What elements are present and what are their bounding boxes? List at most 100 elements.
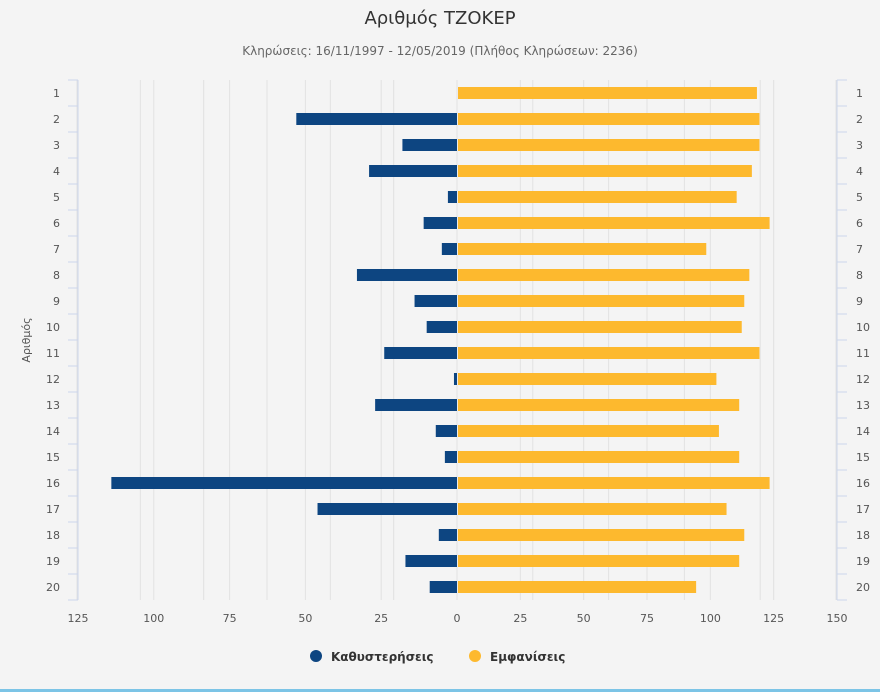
chart-title: Αριθμός ΤΖΟΚΕΡ — [364, 8, 515, 29]
x-tick-label-left: 50 — [298, 612, 312, 625]
category-label-left: 20 — [46, 581, 60, 594]
category-label-right: 11 — [856, 347, 870, 360]
category-label-left: 4 — [53, 165, 60, 178]
gridlines — [76, 80, 838, 600]
category-label-left: 19 — [46, 555, 60, 568]
category-label-right: 10 — [856, 321, 870, 334]
chart-subtitle: Κληρώσεις: 16/11/1997 - 12/05/2019 (Πλήθ… — [242, 44, 638, 58]
category-label-right: 8 — [856, 269, 863, 282]
bar-delays — [384, 347, 457, 359]
category-label-right: 18 — [856, 529, 870, 542]
category-label-right: 13 — [856, 399, 870, 412]
axes — [68, 79, 847, 601]
category-label-right: 17 — [856, 503, 870, 516]
category-label-right: 3 — [856, 139, 863, 152]
bar-delays — [375, 399, 457, 411]
bar-delays — [453, 373, 457, 385]
category-label-right: 9 — [856, 295, 863, 308]
bar-delays — [317, 503, 457, 515]
x-tick-label-right: 150 — [827, 612, 848, 625]
bar-delays — [414, 295, 457, 307]
bar-appearances — [458, 165, 752, 177]
legend-label-delays: Καθυστερήσεις — [331, 650, 434, 664]
bar-delays — [435, 425, 457, 437]
category-label-left: 1 — [53, 87, 60, 100]
category-label-right: 12 — [856, 373, 870, 386]
category-label-left: 2 — [53, 113, 60, 126]
x-tick-label-left: 0 — [454, 612, 461, 625]
bar-delays — [441, 243, 457, 255]
bar-appearances — [458, 373, 717, 385]
x-tick-label-right: 75 — [640, 612, 654, 625]
bar-delays — [402, 139, 457, 151]
bar-delays — [296, 113, 457, 125]
category-label-left: 6 — [53, 217, 60, 230]
bar-appearances — [458, 295, 745, 307]
category-label-left: 16 — [46, 477, 60, 490]
legend-label-appearances: Εμφανίσεις — [490, 650, 565, 664]
category-label-left: 14 — [46, 425, 60, 438]
category-label-left: 13 — [46, 399, 60, 412]
category-label-left: 9 — [53, 295, 60, 308]
x-tick-label-right: 50 — [577, 612, 591, 625]
x-tick-label-left: 25 — [374, 612, 388, 625]
bar-delays — [423, 217, 457, 229]
bar-appearances — [458, 477, 770, 489]
bar-delays — [405, 555, 457, 567]
x-tick-label-right: 25 — [513, 612, 527, 625]
bar-appearances — [458, 217, 770, 229]
category-label-right: 15 — [856, 451, 870, 464]
bar-appearances — [458, 87, 757, 99]
legend-marker-appearances — [469, 650, 481, 662]
bar-appearances — [458, 321, 742, 333]
category-label-left: 5 — [53, 191, 60, 204]
category-label-right: 1 — [856, 87, 863, 100]
bar-appearances — [458, 139, 760, 151]
category-label-right: 2 — [856, 113, 863, 126]
bar-appearances — [458, 191, 737, 203]
bar-appearances — [458, 555, 740, 567]
category-label-right: 7 — [856, 243, 863, 256]
category-label-right: 16 — [856, 477, 870, 490]
x-tick-label-left: 100 — [143, 612, 164, 625]
bar-delays — [447, 191, 457, 203]
x-tick-label-right: 125 — [763, 612, 784, 625]
category-label-right: 4 — [856, 165, 863, 178]
category-label-right: 14 — [856, 425, 870, 438]
bar-delays — [426, 321, 457, 333]
bar-delays — [438, 529, 457, 541]
legend-item-delays[interactable]: Καθυστερήσεις — [310, 650, 434, 664]
category-label-left: 12 — [46, 373, 60, 386]
y-axis-label: Αριθμός — [20, 317, 33, 362]
category-label-left: 10 — [46, 321, 60, 334]
bar-delays — [429, 581, 457, 593]
bar-appearances — [458, 529, 745, 541]
bottom-border — [0, 689, 880, 692]
category-label-right: 6 — [856, 217, 863, 230]
x-tick-label-left: 75 — [223, 612, 237, 625]
bar-delays — [444, 451, 457, 463]
bar-delays — [369, 165, 457, 177]
category-label-right: 19 — [856, 555, 870, 568]
bar-appearances — [458, 581, 697, 593]
legend-item-appearances[interactable]: Εμφανίσεις — [469, 650, 565, 664]
bar-delays — [356, 269, 457, 281]
x-tick-label-left: 125 — [68, 612, 89, 625]
bar-appearances — [458, 451, 740, 463]
category-label-right: 5 — [856, 191, 863, 204]
bar-appearances — [458, 399, 740, 411]
bars — [111, 87, 770, 593]
category-label-left: 15 — [46, 451, 60, 464]
bar-appearances — [458, 113, 760, 125]
legend-marker-delays — [310, 650, 322, 662]
category-label-right: 20 — [856, 581, 870, 594]
category-label-left: 8 — [53, 269, 60, 282]
category-label-left: 7 — [53, 243, 60, 256]
bar-appearances — [458, 347, 760, 359]
bar-appearances — [458, 503, 727, 515]
x-tick-label-right: 100 — [700, 612, 721, 625]
legend: Καθυστερήσεις Εμφανίσεις — [310, 650, 565, 664]
category-label-left: 17 — [46, 503, 60, 516]
category-label-left: 3 — [53, 139, 60, 152]
